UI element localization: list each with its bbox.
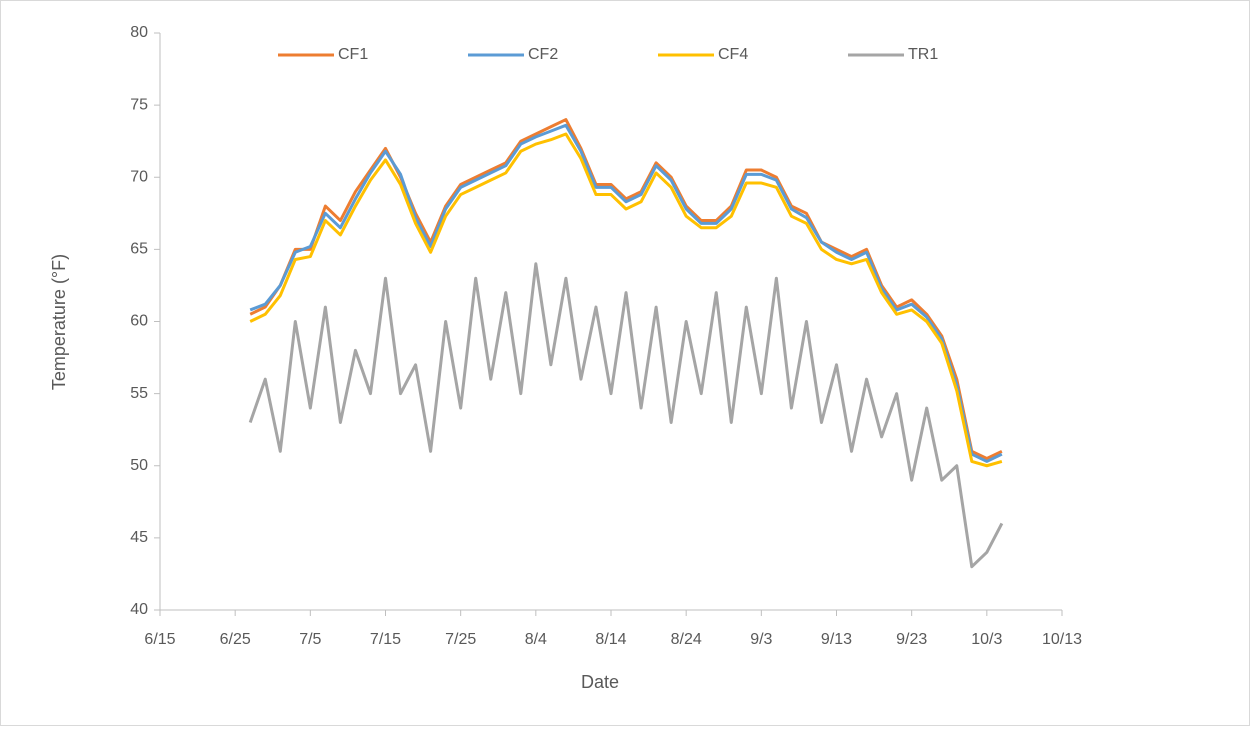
legend-label: CF4: [718, 46, 748, 63]
legend-label: CF1: [338, 46, 368, 63]
x-tick-label: 10/13: [1042, 631, 1082, 648]
y-tick-label: 40: [130, 601, 148, 618]
x-tick-label: 8/14: [595, 631, 626, 648]
x-tick-label: 6/15: [144, 631, 175, 648]
legend-label: TR1: [908, 46, 938, 63]
x-tick-label: 7/25: [445, 631, 476, 648]
y-tick-label: 45: [130, 529, 148, 546]
y-tick-label: 60: [130, 313, 148, 330]
x-tick-label: 6/25: [220, 631, 251, 648]
x-tick-label: 9/23: [896, 631, 927, 648]
y-tick-label: 65: [130, 241, 148, 258]
x-axis-title: Date: [581, 672, 619, 692]
series-line: [248, 262, 1004, 569]
series-line: [249, 123, 1003, 463]
y-tick-label: 80: [130, 24, 148, 41]
series-line: [249, 132, 1003, 468]
y-tick-label: 75: [130, 96, 148, 113]
x-tick-label: 8/24: [671, 631, 702, 648]
legend-label: CF2: [528, 46, 558, 63]
x-tick-label: 9/13: [821, 631, 852, 648]
y-tick-label: 70: [130, 168, 148, 185]
y-axis-title: Temperature (°F): [49, 254, 69, 390]
x-tick-label: 7/5: [299, 631, 321, 648]
x-tick-label: 9/3: [750, 631, 772, 648]
y-tick-label: 55: [130, 385, 148, 402]
x-tick-label: 8/4: [525, 631, 547, 648]
y-tick-label: 50: [130, 457, 148, 474]
x-tick-label: 7/15: [370, 631, 401, 648]
x-tick-label: 10/3: [971, 631, 1002, 648]
